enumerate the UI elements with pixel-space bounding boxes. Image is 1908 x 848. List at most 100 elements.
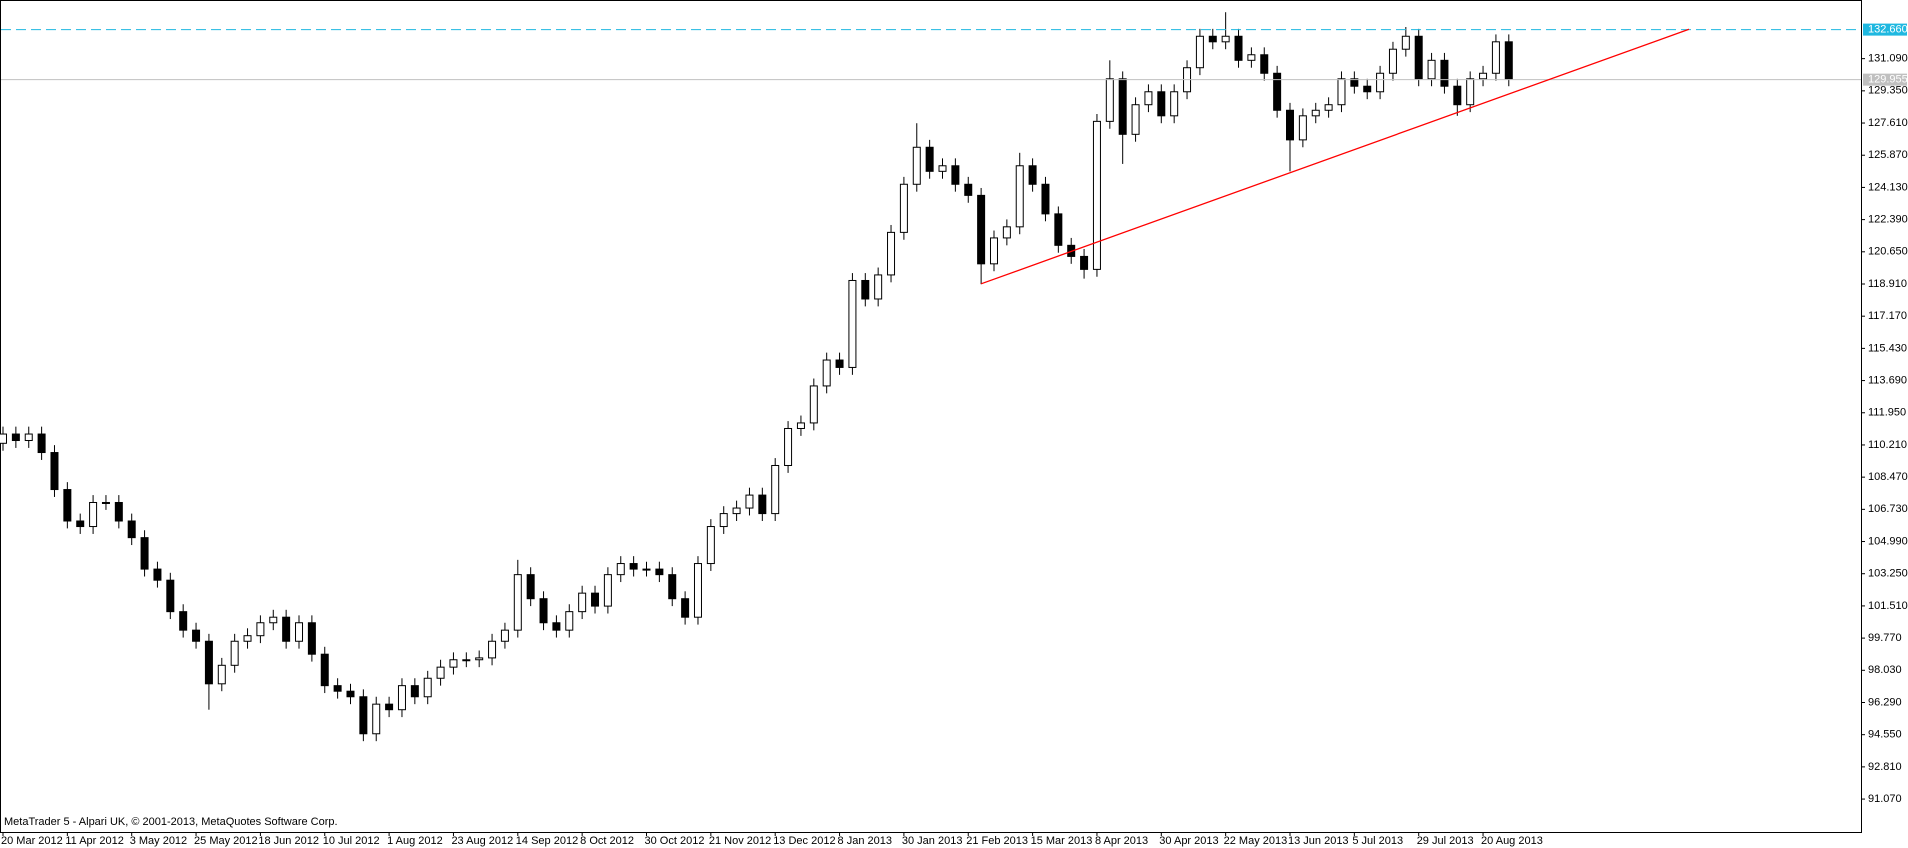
price-label-box [1863,73,1907,86]
footer: MetaTrader 5 - Alpari UK, © 2001-2013, M… [4,816,338,828]
candle-body [616,563,625,576]
x-tick-label: 20 Mar 2012 [1,835,63,847]
y-tick-label: 96.290 [1868,696,1902,708]
candle-body [1041,183,1050,215]
x-tick-label: 13 Dec 2012 [773,835,835,847]
candle-body [372,703,381,735]
y-tick-label: 122.390 [1868,214,1908,226]
price-label: 129.955 [1868,74,1908,86]
y-tick-label: 91.070 [1868,793,1902,805]
candle-body [925,146,934,172]
candle-body [89,501,98,528]
candle-body [603,574,612,607]
y-tick-label: 110.210 [1868,439,1907,451]
candle-body [153,568,162,581]
candle-body [101,501,110,504]
x-tick-label: 10 Jul 2012 [323,835,380,847]
candle-body [629,563,638,570]
candle-body [37,433,46,454]
candle-body [964,183,973,196]
candle-body [1144,91,1153,106]
candle-body [475,657,484,661]
candle-body [295,622,304,642]
candle-body [1157,91,1166,117]
candle-body [784,427,793,466]
candle-body [359,696,368,735]
y-tick-label: 103.250 [1868,568,1908,580]
y-tick-label: 117.170 [1868,310,1907,322]
candle-body [1286,109,1294,141]
candle-body [1221,35,1230,43]
candle-body [899,183,908,233]
y-tick-label: 104.990 [1868,535,1908,547]
candle-body [114,501,123,522]
candle-body [655,568,664,576]
candle-body [977,194,986,265]
candle-body [1479,72,1488,80]
candle-body [822,359,831,387]
candle-body [24,433,33,442]
y-tick-label: 106.730 [1868,503,1908,515]
candle-body [1092,120,1101,270]
x-tick-label: 30 Jan 2013 [902,835,963,847]
x-tick-label: 5 Jul 2013 [1352,835,1403,847]
candle-body [1298,115,1307,141]
candle-body [719,513,728,528]
candle-body [874,274,883,300]
candle-body [989,237,998,265]
plot-frame [0,0,1862,833]
y-tick-label: 125.870 [1868,149,1908,161]
x-tick-label: 13 Jun 2013 [1288,835,1349,847]
y-tick-label: 108.470 [1868,471,1908,483]
candle-body [217,664,226,685]
candle-body [1491,41,1500,74]
candle-body [1466,78,1475,106]
y-tick-label: 115.430 [1868,342,1907,354]
candle-body [578,592,587,613]
candle-body [1427,59,1436,80]
candle-body [140,537,149,570]
candle-body [642,568,651,571]
x-tick-label: 3 May 2012 [130,835,187,847]
candle-body [307,622,316,655]
x-tick-label: 18 Jun 2012 [258,835,319,847]
candle-body [1388,48,1397,74]
candle-body [668,574,677,600]
y-tick-label: 92.810 [1868,761,1902,773]
price-label: 132.660 [1868,24,1908,36]
candle-body [1414,35,1423,80]
x-tick-label: 23 Aug 2012 [451,835,513,847]
candle-body [462,659,471,662]
x-tick-label: 29 Jul 2013 [1417,835,1474,847]
y-tick-label: 124.130 [1868,181,1908,193]
candle-body [282,616,291,642]
candle-body [0,433,7,444]
x-tick-label: 21 Nov 2012 [709,835,771,847]
candle-body [1234,35,1243,61]
y-tick-label: 118.910 [1868,278,1907,290]
candle-body [436,666,445,679]
candle-body [1131,104,1140,135]
x-tick-label: 21 Feb 2013 [966,835,1028,847]
candle-body [1440,59,1449,87]
candle-body [706,526,715,565]
candle-body [1080,255,1089,270]
price-label-box [1863,23,1907,36]
candle-body [758,494,767,515]
candle-body [809,385,818,424]
candle-body [1324,104,1333,111]
candle-body [1260,54,1269,74]
candle-body [256,622,265,637]
x-tick-label: 8 Apr 2013 [1095,835,1148,847]
candle-body [410,685,419,698]
x-tick-label: 20 Aug 2013 [1481,835,1543,847]
y-tick-label: 94.550 [1868,729,1902,741]
candle-body [938,165,947,172]
y-tick-label: 129.350 [1868,85,1908,97]
candle-body [230,640,239,666]
candle-body [320,653,329,687]
y-tick-label: 120.650 [1868,246,1908,258]
candle-body [11,433,20,442]
y-tick-label: 131.090 [1868,53,1908,65]
